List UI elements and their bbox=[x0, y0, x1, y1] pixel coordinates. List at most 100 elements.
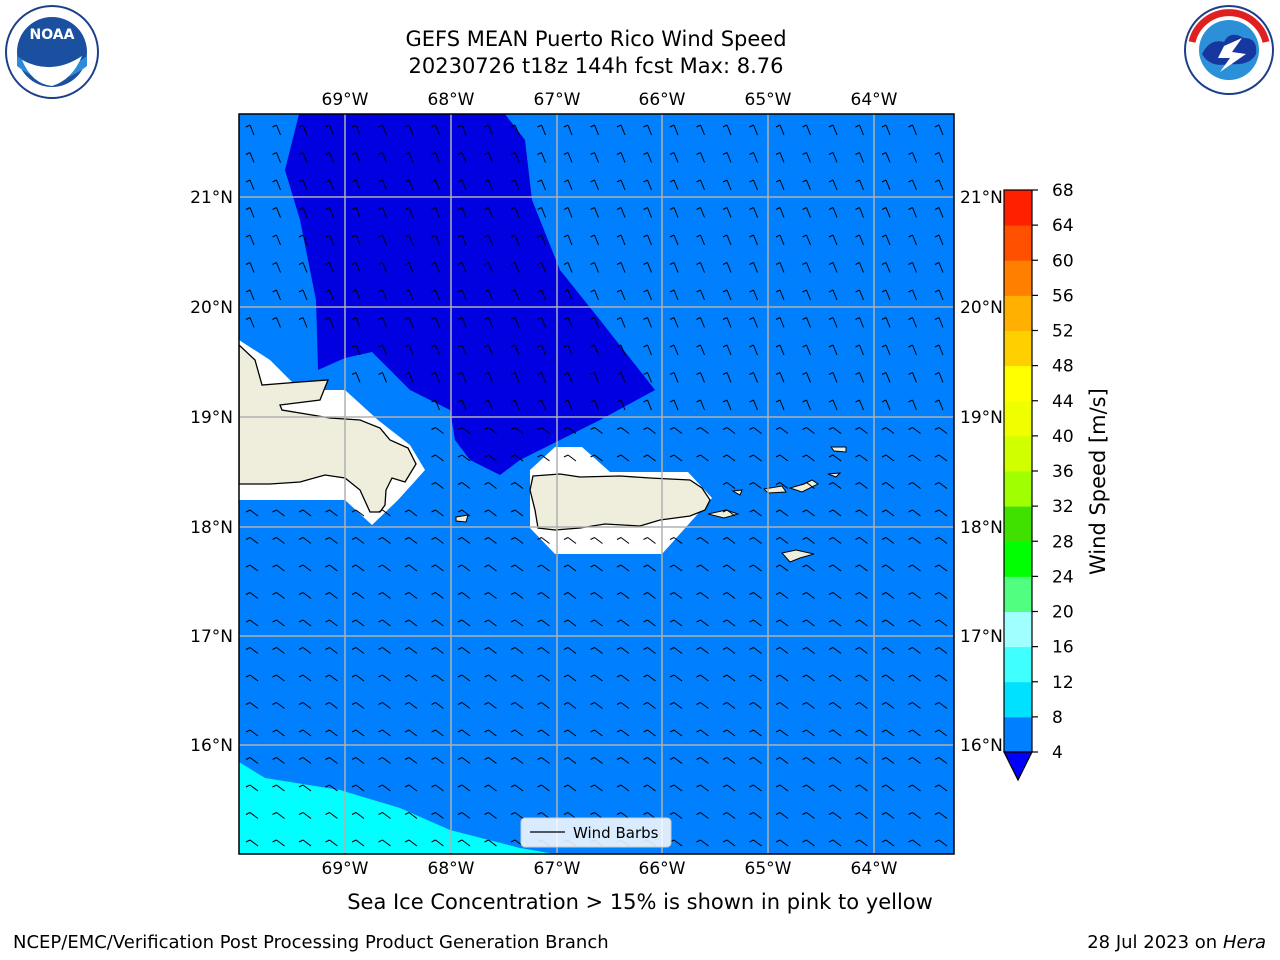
wind-barb bbox=[382, 234, 387, 246]
wind-barb-flag bbox=[669, 344, 675, 348]
wind-barb bbox=[700, 289, 705, 301]
wind-barb-flag bbox=[855, 564, 860, 568]
wind-barb-flag bbox=[351, 124, 357, 128]
wind-barb bbox=[620, 537, 630, 544]
wind-barb bbox=[408, 729, 418, 737]
wind-barb bbox=[567, 124, 573, 136]
wind-barb bbox=[302, 537, 312, 544]
wind-barb-flag bbox=[616, 262, 622, 265]
wind-barb-flag bbox=[616, 454, 622, 458]
wind-barb bbox=[647, 124, 652, 136]
wind-barb bbox=[700, 537, 709, 544]
wind-barb-flag bbox=[378, 592, 383, 595]
wind-barb bbox=[832, 234, 838, 246]
wind-barb bbox=[673, 344, 679, 356]
wind-barb-flag bbox=[669, 647, 675, 650]
wind-barb-flag bbox=[828, 729, 834, 733]
wind-barb-flag bbox=[775, 179, 781, 183]
wind-barb-flag bbox=[934, 537, 940, 540]
wind-barb bbox=[726, 509, 736, 517]
wind-barb bbox=[753, 702, 762, 709]
wind-barb-flag bbox=[404, 757, 410, 760]
wind-barb-flag bbox=[590, 207, 595, 210]
wind-barb bbox=[329, 757, 338, 764]
wind-barb bbox=[541, 454, 550, 462]
wind-barb-flag bbox=[537, 784, 542, 788]
wind-barb bbox=[435, 482, 444, 489]
wind-barb bbox=[700, 262, 705, 273]
wind-barb-flag bbox=[934, 372, 940, 375]
wind-barb bbox=[488, 619, 497, 627]
wind-barb-flag bbox=[404, 262, 410, 265]
wind-barb-flag bbox=[802, 564, 807, 568]
wind-barb bbox=[779, 509, 789, 517]
wind-barb-flag bbox=[245, 179, 251, 183]
lat-tick-label-right: 16°N bbox=[960, 736, 1003, 756]
wind-barb bbox=[382, 729, 391, 737]
wind-barb-flag bbox=[775, 262, 781, 265]
wind-barb-flag bbox=[351, 344, 357, 348]
wind-barb bbox=[355, 509, 365, 517]
wind-barb bbox=[594, 592, 603, 599]
wind-barb-flag bbox=[934, 564, 940, 568]
wind-barb-flag bbox=[669, 729, 675, 733]
wind-barb-flag bbox=[828, 234, 834, 238]
wind-barb-flag bbox=[855, 619, 860, 623]
wind-barb bbox=[249, 179, 255, 191]
wind-barb-flag bbox=[298, 537, 304, 540]
wind-barb-flag bbox=[669, 399, 675, 403]
wind-barb bbox=[408, 619, 418, 627]
wind-barb bbox=[382, 179, 387, 191]
wind-barb bbox=[832, 344, 838, 356]
wind-barb bbox=[329, 289, 334, 301]
wind-barb bbox=[488, 152, 493, 163]
wind-barb bbox=[594, 152, 599, 163]
wind-barb-flag bbox=[431, 564, 436, 568]
wind-barb bbox=[753, 124, 758, 136]
wind-barb bbox=[514, 454, 524, 462]
wind-barb-flag bbox=[563, 564, 569, 568]
wind-barb-flag bbox=[563, 647, 569, 650]
wind-barb bbox=[514, 729, 524, 737]
lat-tick-label-left: 18°N bbox=[190, 518, 233, 538]
wind-barb bbox=[435, 509, 444, 517]
wind-barb-flag bbox=[351, 647, 357, 650]
wind-barb bbox=[620, 399, 626, 411]
wind-barb bbox=[461, 509, 471, 517]
colorbar-tick-label: 16 bbox=[1052, 638, 1074, 658]
wind-barb bbox=[541, 372, 546, 383]
colorbar-segment bbox=[1004, 225, 1032, 261]
wind-barb bbox=[567, 372, 573, 383]
wind-barb bbox=[726, 784, 736, 792]
wind-barb bbox=[647, 234, 652, 246]
wind-barb-flag bbox=[404, 179, 410, 183]
wind-barb bbox=[700, 674, 709, 682]
wind-barb-flag bbox=[590, 564, 595, 568]
wind-barb-flag bbox=[616, 564, 622, 568]
wind-barb-flag bbox=[934, 757, 940, 760]
wind-barb-flag bbox=[643, 152, 648, 155]
wind-barb bbox=[647, 454, 656, 462]
map-frame bbox=[238, 113, 955, 855]
colorbar-tick-label: 4 bbox=[1052, 743, 1063, 763]
wind-barb-flag bbox=[404, 509, 410, 513]
wind-barb bbox=[938, 372, 944, 383]
wind-barb-flag bbox=[298, 317, 304, 320]
wind-barb bbox=[541, 234, 546, 246]
wind-barb-flag bbox=[351, 839, 357, 843]
wind-barb-flag bbox=[749, 234, 754, 238]
wind-barb bbox=[620, 592, 630, 599]
wind-barb-flag bbox=[298, 564, 304, 568]
wind-barb-flag bbox=[669, 427, 675, 430]
wind-barb bbox=[779, 482, 789, 489]
wind-barb-flag bbox=[881, 619, 887, 623]
wind-barb-flag bbox=[722, 784, 728, 788]
wind-barb bbox=[355, 124, 361, 136]
wind-barb bbox=[779, 152, 785, 163]
wind-barb-flag bbox=[749, 509, 754, 513]
wind-barb-flag bbox=[934, 592, 940, 595]
wind-barb-flag bbox=[537, 564, 542, 568]
wind-barb-flag bbox=[669, 564, 675, 568]
wind-barb bbox=[832, 509, 842, 517]
wind-barb-flag bbox=[802, 647, 807, 650]
